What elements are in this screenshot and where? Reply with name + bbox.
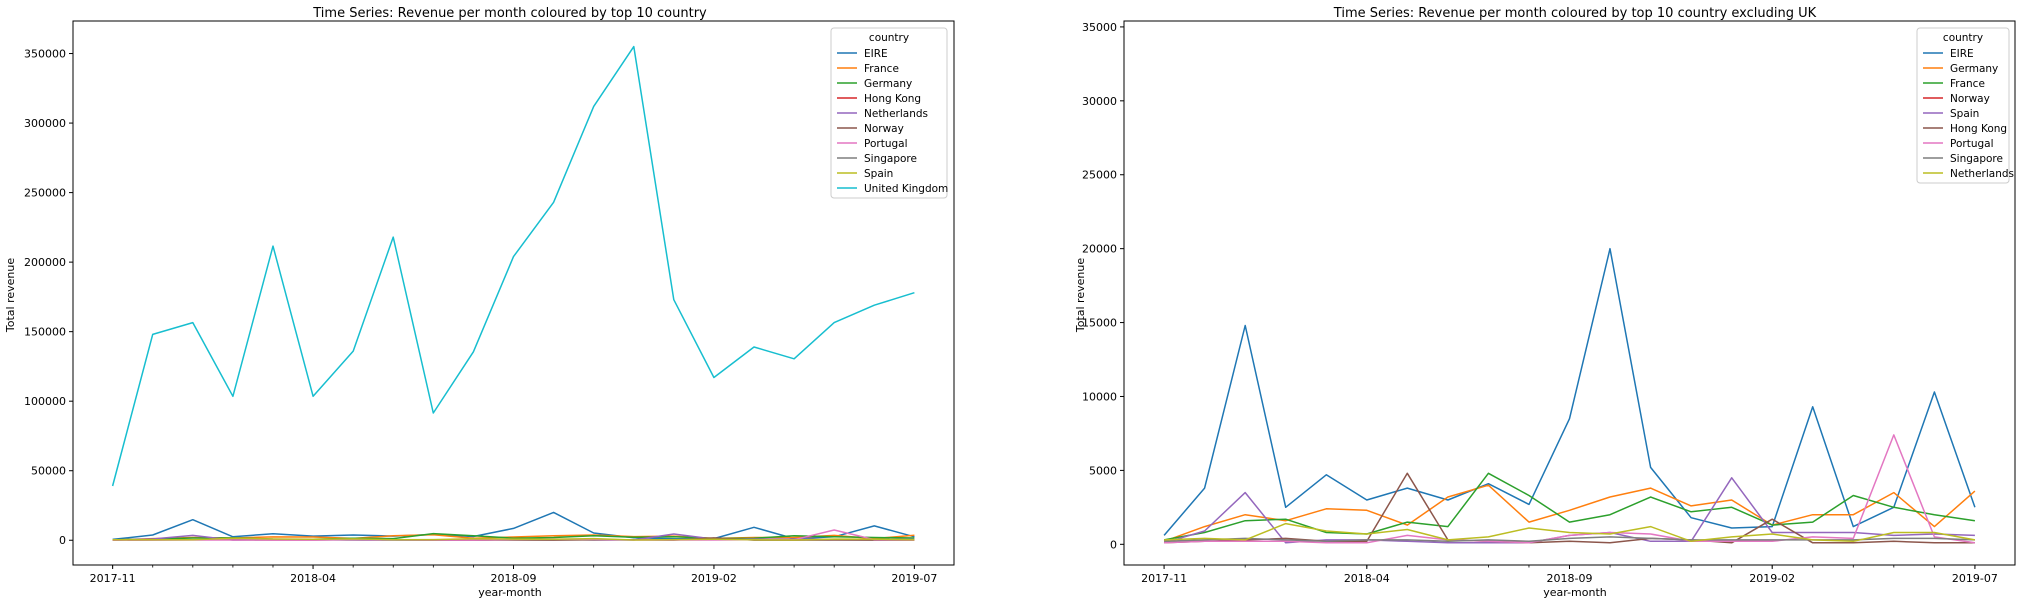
chart-left-plot: 0 50000 100000 150000 200000 250000 300000 3500… bbox=[24, 20, 955, 585]
series-line-united-kingdom bbox=[111, 45, 915, 487]
legend-box bbox=[830, 27, 948, 199]
y-tick-label: 30000 bbox=[1082, 95, 1117, 108]
legend-entry: Spain bbox=[864, 168, 893, 180]
series-line-hong-kong bbox=[1164, 472, 1975, 544]
legend-entry: Germany bbox=[1950, 63, 1998, 75]
y-tick-label: 10000 bbox=[1082, 390, 1117, 403]
series-line-spain bbox=[112, 537, 915, 541]
series-line-eire bbox=[1163, 247, 1976, 536]
x-tick-label: 2018-04 bbox=[1344, 572, 1390, 585]
chart-right-plot: 0 5000 10000 15000 20000 25000 30000 35000 2017-… bbox=[1082, 20, 2016, 585]
series-line-portugal bbox=[1164, 434, 1976, 544]
y-tick-label: 150000 bbox=[24, 326, 66, 339]
legend-entry: Singapore bbox=[864, 153, 917, 165]
legend-entry: France bbox=[864, 63, 899, 75]
y-tick-label: 25000 bbox=[1082, 169, 1117, 182]
legend-box bbox=[1916, 27, 2010, 184]
x-tick-label: 2019-07 bbox=[1952, 572, 1998, 585]
chart-left-xlabel: year-month bbox=[478, 586, 542, 599]
legend-entry: Spain bbox=[1950, 108, 1979, 120]
legend-entry: Netherlands bbox=[1950, 168, 2014, 180]
y-tick-label: 200000 bbox=[24, 256, 66, 269]
y-tick-label: 15000 bbox=[1082, 317, 1117, 330]
y-tick-label: 50000 bbox=[31, 465, 66, 478]
chart-right-title: Time Series: Revenue per month coloured … bbox=[1333, 6, 1817, 21]
legend-entry: Portugal bbox=[1950, 138, 1994, 150]
legend-entry: France bbox=[1950, 78, 1985, 90]
x-tick-label: 2017-11 bbox=[90, 572, 136, 585]
legend-entry: Singapore bbox=[1950, 153, 2003, 165]
legend-entry: EIRE bbox=[864, 48, 888, 60]
y-tick-label: 20000 bbox=[1082, 243, 1117, 256]
legend-title: country bbox=[1943, 32, 1983, 44]
legend-entry: United Kingdom bbox=[864, 183, 948, 195]
y-tick-label: 0 bbox=[59, 534, 66, 547]
series-line-germany bbox=[1163, 484, 1976, 543]
x-tick-label: 2018-09 bbox=[1547, 572, 1593, 585]
y-tick-label: 350000 bbox=[24, 48, 66, 61]
chart-left-title: Time Series: Revenue per month coloured … bbox=[312, 6, 707, 21]
legend-entry: Portugal bbox=[864, 138, 908, 150]
y-tick-label: 250000 bbox=[24, 187, 66, 200]
legend-entry: EIRE bbox=[1950, 48, 1974, 60]
chart-left: Time Series: Revenue per month coloured … bbox=[4, 6, 955, 599]
x-tick-label: 2018-04 bbox=[290, 572, 336, 585]
y-tick-label: 0 bbox=[1110, 538, 1117, 551]
legend-entry: Hong Kong bbox=[864, 93, 921, 105]
chart-left-ylabel: Total revenue bbox=[4, 258, 17, 333]
y-tick-label: 100000 bbox=[24, 395, 66, 408]
legend-title: country bbox=[869, 32, 909, 44]
x-tick-label: 2019-02 bbox=[1749, 572, 1795, 585]
y-tick-label: 300000 bbox=[24, 117, 66, 130]
chart-right: Time Series: Revenue per month coloured … bbox=[1074, 6, 2016, 599]
series-line-singapore bbox=[1164, 536, 1975, 543]
legend: country EIRE Germany France Norway Spain Hong … bbox=[1916, 27, 2014, 184]
y-tick-label: 5000 bbox=[1089, 464, 1117, 477]
x-tick-label: 2019-02 bbox=[691, 572, 737, 585]
y-tick-label: 35000 bbox=[1082, 21, 1117, 34]
series-line-france bbox=[1163, 472, 1976, 541]
legend-entry: Hong Kong bbox=[1950, 123, 2007, 135]
legend: country EIRE France Germany Hong Kong Netherl… bbox=[830, 27, 948, 199]
legend-entry: Norway bbox=[1950, 93, 1990, 105]
legend-entry: Netherlands bbox=[864, 108, 928, 120]
x-tick-label: 2018-09 bbox=[491, 572, 537, 585]
series-line-eire bbox=[112, 511, 915, 541]
legend-entry: Norway bbox=[864, 123, 904, 135]
chart-right-ylabel: Total revenue bbox=[1074, 258, 1087, 333]
x-tick-label: 2019-07 bbox=[891, 572, 937, 585]
series-line-netherlands bbox=[1164, 522, 1976, 543]
chart-right-xlabel: year-month bbox=[1543, 586, 1607, 599]
x-tick-label: 2017-11 bbox=[1141, 572, 1187, 585]
legend-entry: Germany bbox=[864, 78, 912, 90]
